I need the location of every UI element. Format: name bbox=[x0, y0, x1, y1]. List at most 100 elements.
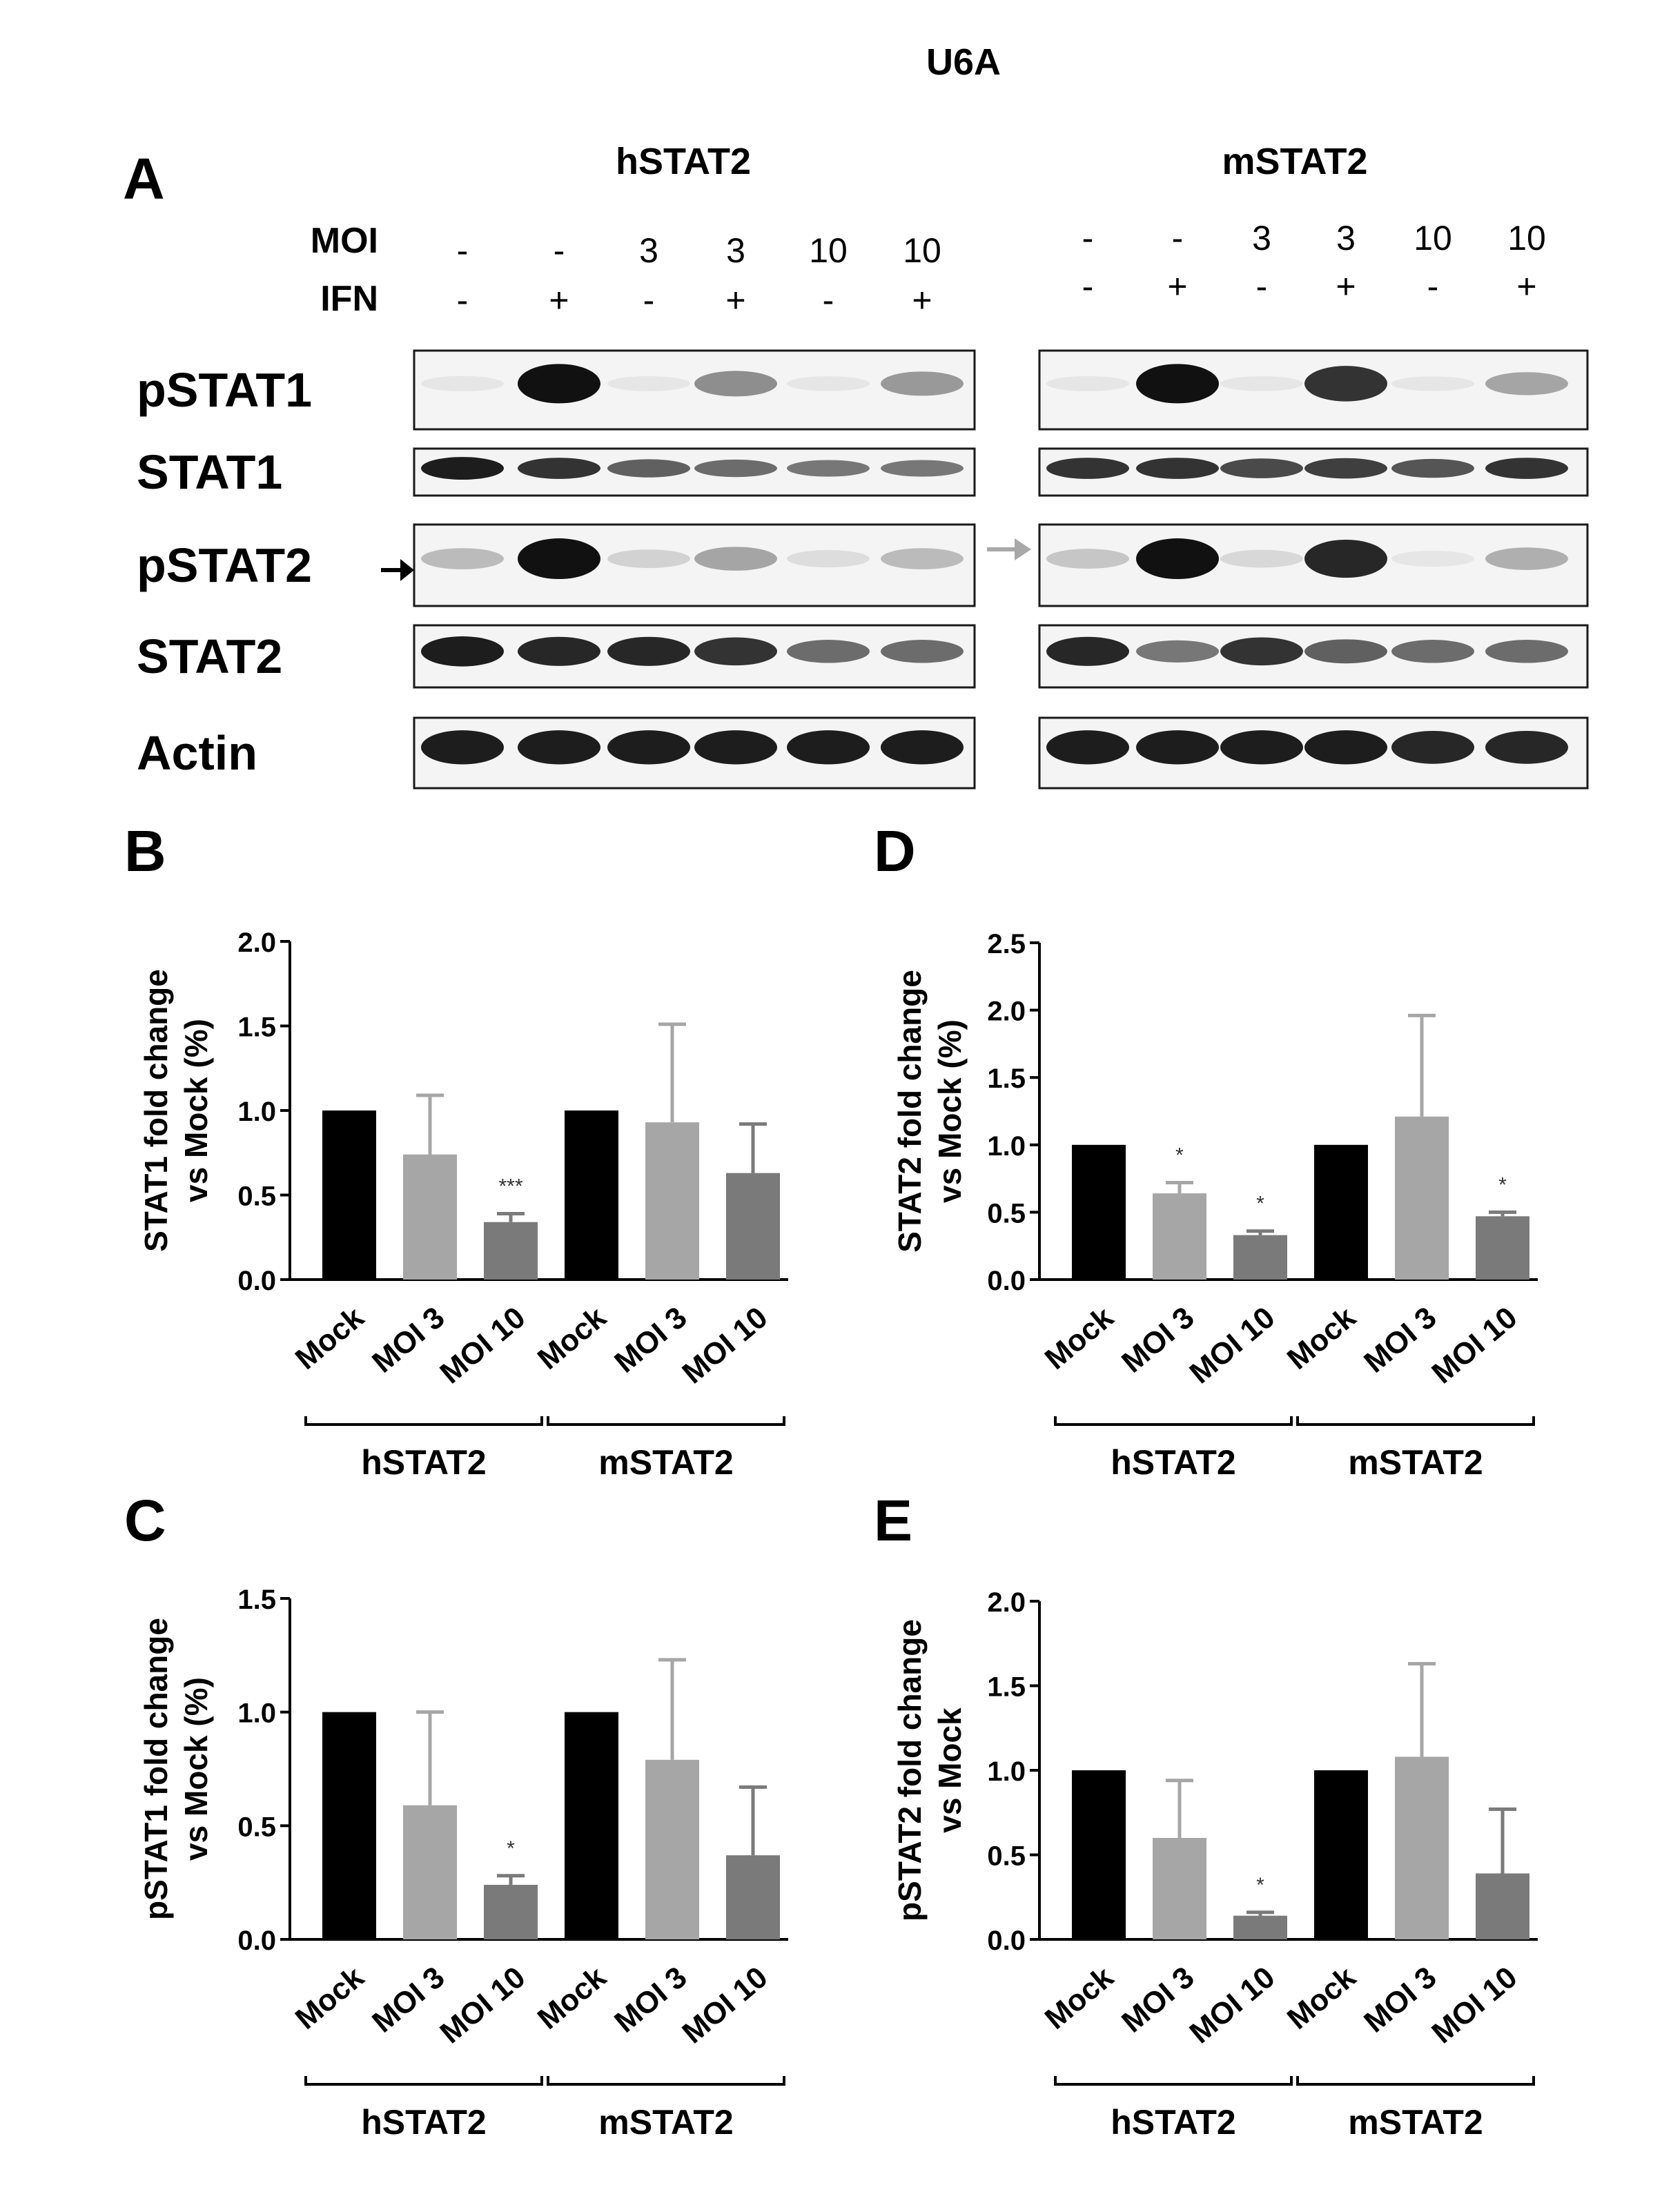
bar bbox=[645, 1759, 699, 1939]
bar bbox=[484, 1222, 538, 1280]
blot-strip-stat1-hstat2 bbox=[413, 447, 976, 497]
bar bbox=[403, 1154, 457, 1280]
blot-band bbox=[694, 730, 777, 765]
significance-label: * bbox=[507, 1837, 515, 1860]
blot-band bbox=[694, 637, 777, 666]
blot-band bbox=[881, 371, 964, 396]
black-arrow-icon bbox=[381, 559, 414, 581]
bar bbox=[565, 1712, 618, 1939]
blot-strip-stat2-hstat2 bbox=[413, 624, 976, 689]
y-tick-label: 0.0 bbox=[237, 1266, 276, 1296]
bar bbox=[1233, 1915, 1287, 1939]
bar bbox=[1072, 1770, 1126, 1939]
blot-band bbox=[518, 458, 600, 479]
panel-a-letter: A bbox=[123, 146, 165, 211]
ifn-lane-label: - bbox=[457, 281, 469, 320]
blot-band bbox=[1136, 364, 1219, 404]
significance-label: *** bbox=[498, 1175, 522, 1197]
bar bbox=[726, 1173, 780, 1280]
blot-band bbox=[1391, 730, 1474, 764]
blot-row-label: pSTAT2 bbox=[137, 538, 312, 592]
y-tick-label: 0.0 bbox=[987, 1926, 1026, 1956]
y-axis-label: vs Mock bbox=[932, 1707, 968, 1833]
blot-band bbox=[1220, 637, 1303, 666]
blot-band bbox=[518, 730, 600, 765]
panel-letter: B bbox=[124, 819, 166, 883]
blot-band bbox=[787, 550, 870, 568]
blot-band bbox=[1304, 730, 1387, 765]
y-tick-label: 0.0 bbox=[237, 1926, 276, 1956]
blot-band bbox=[787, 460, 870, 477]
blot-strip-actin-hstat2 bbox=[413, 716, 976, 790]
y-tick-label: 0.5 bbox=[237, 1182, 276, 1212]
moi-lane-label: - bbox=[457, 231, 469, 270]
blot-band bbox=[421, 548, 504, 569]
bar bbox=[484, 1884, 538, 1939]
blot-strip-stat1-mstat2 bbox=[1038, 447, 1589, 497]
group-bracket bbox=[547, 1416, 785, 1426]
blot-band bbox=[787, 730, 870, 765]
blot-band bbox=[607, 636, 690, 666]
blot-band bbox=[1391, 640, 1474, 663]
blot-band bbox=[1046, 458, 1129, 479]
hstat2-group-heading: hSTAT2 bbox=[616, 141, 751, 182]
blot-row-label: pSTAT1 bbox=[137, 363, 312, 417]
blot-band bbox=[421, 457, 504, 480]
y-axis-label: pSTAT1 fold change bbox=[138, 1618, 174, 1920]
bar bbox=[1233, 1235, 1287, 1280]
blot-row-label: STAT2 bbox=[137, 629, 282, 683]
moi-lane-label: 10 bbox=[1414, 219, 1452, 257]
blot-band bbox=[518, 636, 600, 666]
blot-band bbox=[1485, 547, 1568, 570]
blot-band bbox=[1485, 458, 1568, 479]
moi-lane-label: - bbox=[1082, 219, 1094, 257]
blot-strip-pstat1-mstat2 bbox=[1038, 349, 1589, 431]
group-label: hSTAT2 bbox=[361, 2103, 486, 2142]
blot-row-label: STAT1 bbox=[137, 445, 282, 499]
blot-band bbox=[1046, 375, 1129, 391]
moi-lane-label: - bbox=[1172, 219, 1184, 257]
significance-label: * bbox=[1498, 1173, 1507, 1196]
y-tick-label: 1.0 bbox=[987, 1131, 1026, 1162]
blot-band bbox=[694, 371, 777, 397]
blot-band bbox=[1220, 549, 1303, 568]
y-axis-label: vs Mock (%) bbox=[178, 1019, 214, 1202]
blot-band bbox=[881, 460, 964, 477]
blot-band bbox=[607, 549, 690, 569]
blot-band bbox=[881, 640, 964, 663]
significance-label: * bbox=[1256, 1874, 1264, 1897]
bar bbox=[1395, 1116, 1449, 1280]
group-bracket bbox=[1054, 2076, 1293, 2086]
ifn-lane-label: + bbox=[1167, 267, 1187, 306]
y-tick-label: 0.0 bbox=[987, 1266, 1026, 1296]
moi-lane-label: 3 bbox=[1252, 219, 1271, 257]
blot-band bbox=[607, 375, 690, 391]
y-tick-label: 0.5 bbox=[987, 1198, 1026, 1229]
bar bbox=[1153, 1838, 1206, 1939]
panel-letter: E bbox=[874, 1488, 912, 1553]
moi-lane-label: 3 bbox=[1336, 219, 1356, 257]
significance-label: * bbox=[1256, 1193, 1264, 1215]
y-tick-label: 1.0 bbox=[987, 1756, 1026, 1787]
blot-band bbox=[421, 636, 504, 667]
chart-panel-b: B 0.0 0.5 1.0 1.5 2.0 STAT1 fold change vs Mock… bbox=[124, 819, 788, 1482]
blot-band bbox=[694, 547, 777, 571]
bar bbox=[1476, 1216, 1529, 1280]
y-axis-label: pSTAT2 fold change bbox=[892, 1619, 928, 1921]
moi-lane-label: 10 bbox=[1507, 219, 1546, 257]
significance-label: * bbox=[1175, 1144, 1184, 1166]
moi-lane-label: 10 bbox=[903, 231, 941, 270]
moi-row-header: MOI bbox=[311, 221, 378, 261]
blot-band bbox=[881, 730, 964, 765]
blot-band bbox=[1136, 730, 1219, 765]
blot-band bbox=[1391, 376, 1474, 391]
blot-strip-stat2-mstat2 bbox=[1038, 624, 1589, 689]
blot-band bbox=[607, 730, 690, 765]
bar bbox=[322, 1712, 376, 1939]
blot-band bbox=[1220, 730, 1303, 765]
blot-band bbox=[1136, 458, 1219, 479]
ifn-row-header: IFN bbox=[320, 279, 378, 319]
ifn-lane-label: - bbox=[643, 281, 655, 320]
group-label: hSTAT2 bbox=[1111, 1443, 1235, 1482]
y-tick-label: 1.0 bbox=[237, 1097, 276, 1127]
